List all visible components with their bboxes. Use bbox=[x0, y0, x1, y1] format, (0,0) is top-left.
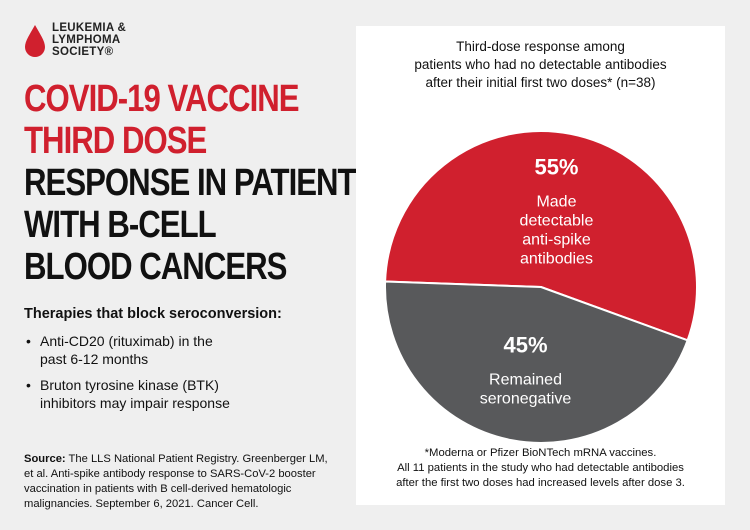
therapies-list: Anti-CD20 (rituximab) in the past 6-12 m… bbox=[24, 332, 344, 412]
therapies-heading: Therapies that block seroconversion: bbox=[24, 306, 282, 322]
pie-slice bbox=[384, 280, 689, 444]
footnote-line: after the first two doses had increased … bbox=[396, 477, 685, 489]
source-citation: Source: The LLS National Patient Registr… bbox=[24, 452, 354, 512]
list-item-line: past 6-12 months bbox=[40, 351, 149, 367]
headline: COVID-19 VACCINE THIRD DOSE RESPONSE IN … bbox=[24, 78, 376, 288]
chart-card: Third-dose response among patients who h… bbox=[356, 26, 725, 505]
logo-line: SOCIETY® bbox=[52, 46, 114, 58]
chart-title-line: patients who had no detectable antibodie… bbox=[414, 57, 667, 72]
chart-footnote: *Moderna or Pfizer BioNTech mRNA vaccine… bbox=[356, 446, 725, 491]
headline-line: THIRD DOSE bbox=[24, 120, 207, 162]
slice-percent-label: 55% bbox=[534, 154, 578, 179]
pie-chart: 55% Made detectable anti-spike antibodies 45%… bbox=[384, 130, 698, 444]
source-line: malignancies. September 6, 2021. Cancer … bbox=[24, 498, 259, 510]
slice-category-label: anti-spike bbox=[522, 231, 591, 248]
blood-drop-icon bbox=[25, 25, 45, 57]
source-label: Source: bbox=[24, 453, 66, 465]
logo-line: LYMPHOMA bbox=[52, 34, 121, 46]
slice-category-label: Made bbox=[536, 193, 576, 210]
chart-title-line: after their initial first two doses* (n=… bbox=[425, 75, 656, 90]
lls-logo: LEUKEMIA & LYMPHOMA SOCIETY® bbox=[24, 22, 126, 58]
headline-line: COVID-19 VACCINE bbox=[24, 78, 300, 120]
footnote-line: All 11 patients in the study who had det… bbox=[397, 462, 684, 474]
logo-line: LEUKEMIA & bbox=[52, 22, 127, 34]
headline-line: RESPONSE IN PATIENTS bbox=[24, 162, 376, 204]
footnote-line: *Moderna or Pfizer BioNTech mRNA vaccine… bbox=[424, 447, 657, 459]
list-item: Bruton tyrosine kinase (BTK) inhibitors … bbox=[24, 376, 344, 412]
chart-title: Third-dose response among patients who h… bbox=[356, 38, 725, 92]
list-item-line: Anti-CD20 (rituximab) in the bbox=[40, 333, 213, 349]
logo-wordmark: LEUKEMIA & LYMPHOMA SOCIETY® bbox=[52, 22, 126, 58]
list-item-line: inhibitors may impair response bbox=[40, 395, 230, 411]
slice-category-label: seronegative bbox=[480, 391, 572, 408]
source-line: The LLS National Patient Registry. Green… bbox=[65, 453, 328, 465]
list-item-line: Bruton tyrosine kinase (BTK) bbox=[40, 377, 219, 393]
source-line: vaccination in patients with B cell-deri… bbox=[24, 483, 292, 495]
slice-category-label: detectable bbox=[520, 212, 594, 229]
headline-line: BLOOD CANCERS bbox=[24, 246, 287, 288]
slice-category-label: Remained bbox=[489, 372, 562, 389]
slice-category-label: antibodies bbox=[520, 250, 593, 267]
headline-line: WITH B-CELL bbox=[24, 204, 217, 246]
therapies-section: Therapies that block seroconversion: Ant… bbox=[24, 306, 344, 420]
pie-slice bbox=[384, 130, 698, 342]
source-line: et al. Anti-spike antibody response to S… bbox=[24, 468, 316, 480]
list-item: Anti-CD20 (rituximab) in the past 6-12 m… bbox=[24, 332, 344, 368]
chart-title-line: Third-dose response among bbox=[456, 39, 625, 54]
slice-percent-label: 45% bbox=[503, 333, 547, 358]
